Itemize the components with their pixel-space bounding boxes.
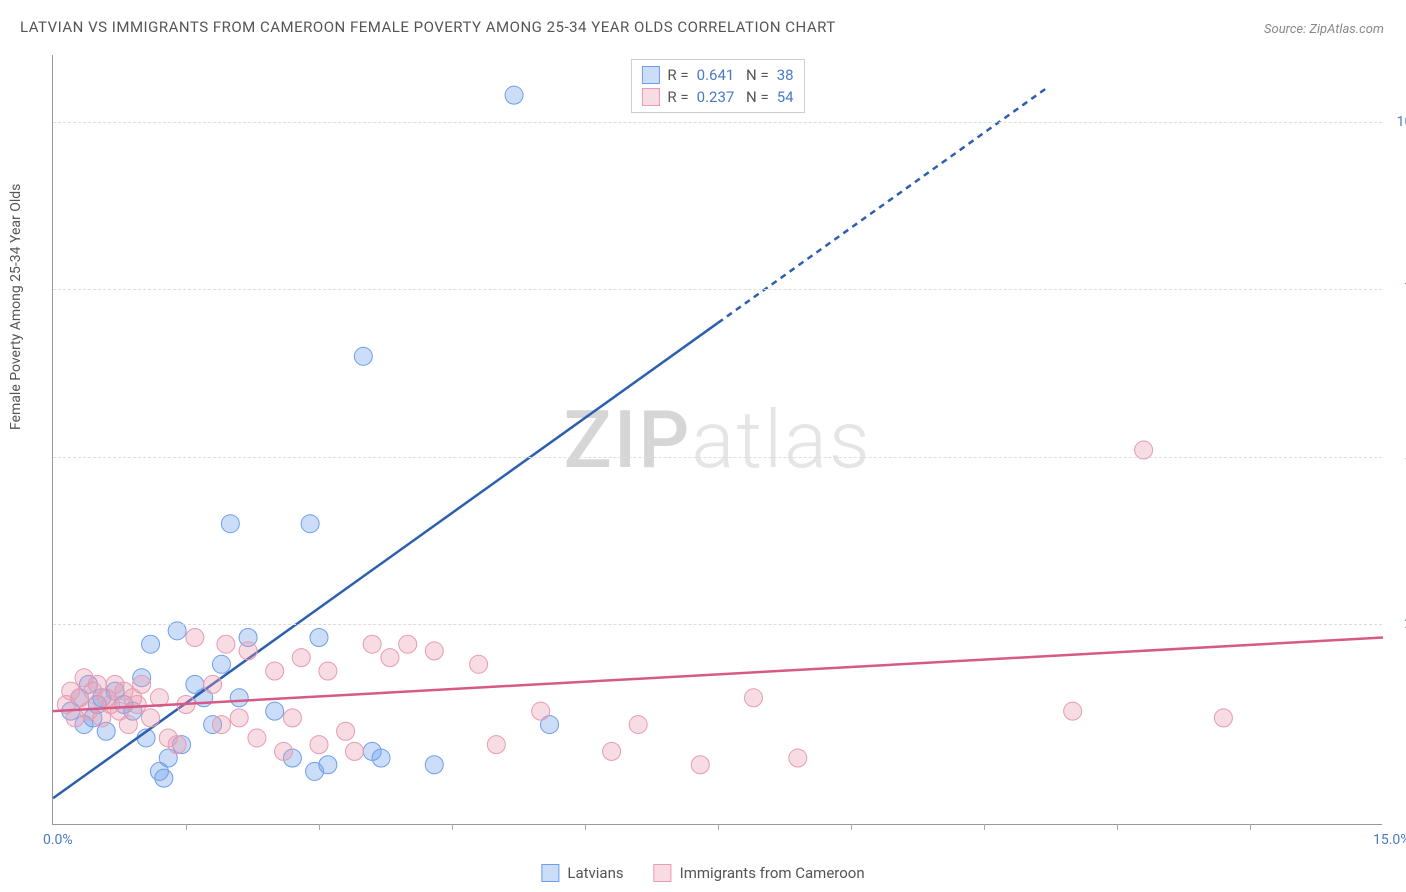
stat-r-label-a: R = [667,66,688,84]
chart-title: LATVIAN VS IMMIGRANTS FROM CAMEROON FEMA… [20,18,836,36]
source-citation: Source: ZipAtlas.com [1264,22,1384,37]
legend-swatch-a [541,864,559,882]
legend-item-a: Latvians [541,864,623,882]
stat-r-value-a: 0.641 [697,66,735,84]
y-axis-label: Female Poverty Among 25-34 Year Olds [8,184,24,430]
ytick-label: 25.0% [1387,616,1406,632]
stat-n-label-b: N = [742,88,768,106]
swatch-a [641,66,659,84]
legend-swatch-b [654,864,672,882]
xtick-label: 0.0% [43,832,73,848]
xtick-label: 15.0% [1373,832,1406,848]
stats-row-b: R = 0.237 N = 54 [641,86,793,108]
stat-r-value-b: 0.237 [697,88,735,106]
stat-n-value-a: 38 [777,66,794,84]
stat-n-label-a: N = [742,66,768,84]
ytick-label: 100.0% [1387,114,1406,130]
chart-svg [53,55,1382,824]
legend-label-b: Immigrants from Cameroon [680,864,865,882]
ytick-label: 50.0% [1387,449,1406,465]
stats-row-a: R = 0.641 N = 38 [641,64,793,86]
ytick-label: 75.0% [1387,281,1406,297]
swatch-b [641,88,659,106]
legend-item-b: Immigrants from Cameroon [654,864,865,882]
legend-label-a: Latvians [567,864,623,882]
bottom-legend: Latvians Immigrants from Cameroon [541,864,864,882]
plot-area: ZIPatlas R = 0.641 N = 38 R = 0.237 N = … [52,55,1382,825]
stat-r-label-b: R = [667,88,688,106]
stats-legend: R = 0.641 N = 38 R = 0.237 N = 54 [630,59,804,113]
stat-n-value-b: 54 [777,88,794,106]
